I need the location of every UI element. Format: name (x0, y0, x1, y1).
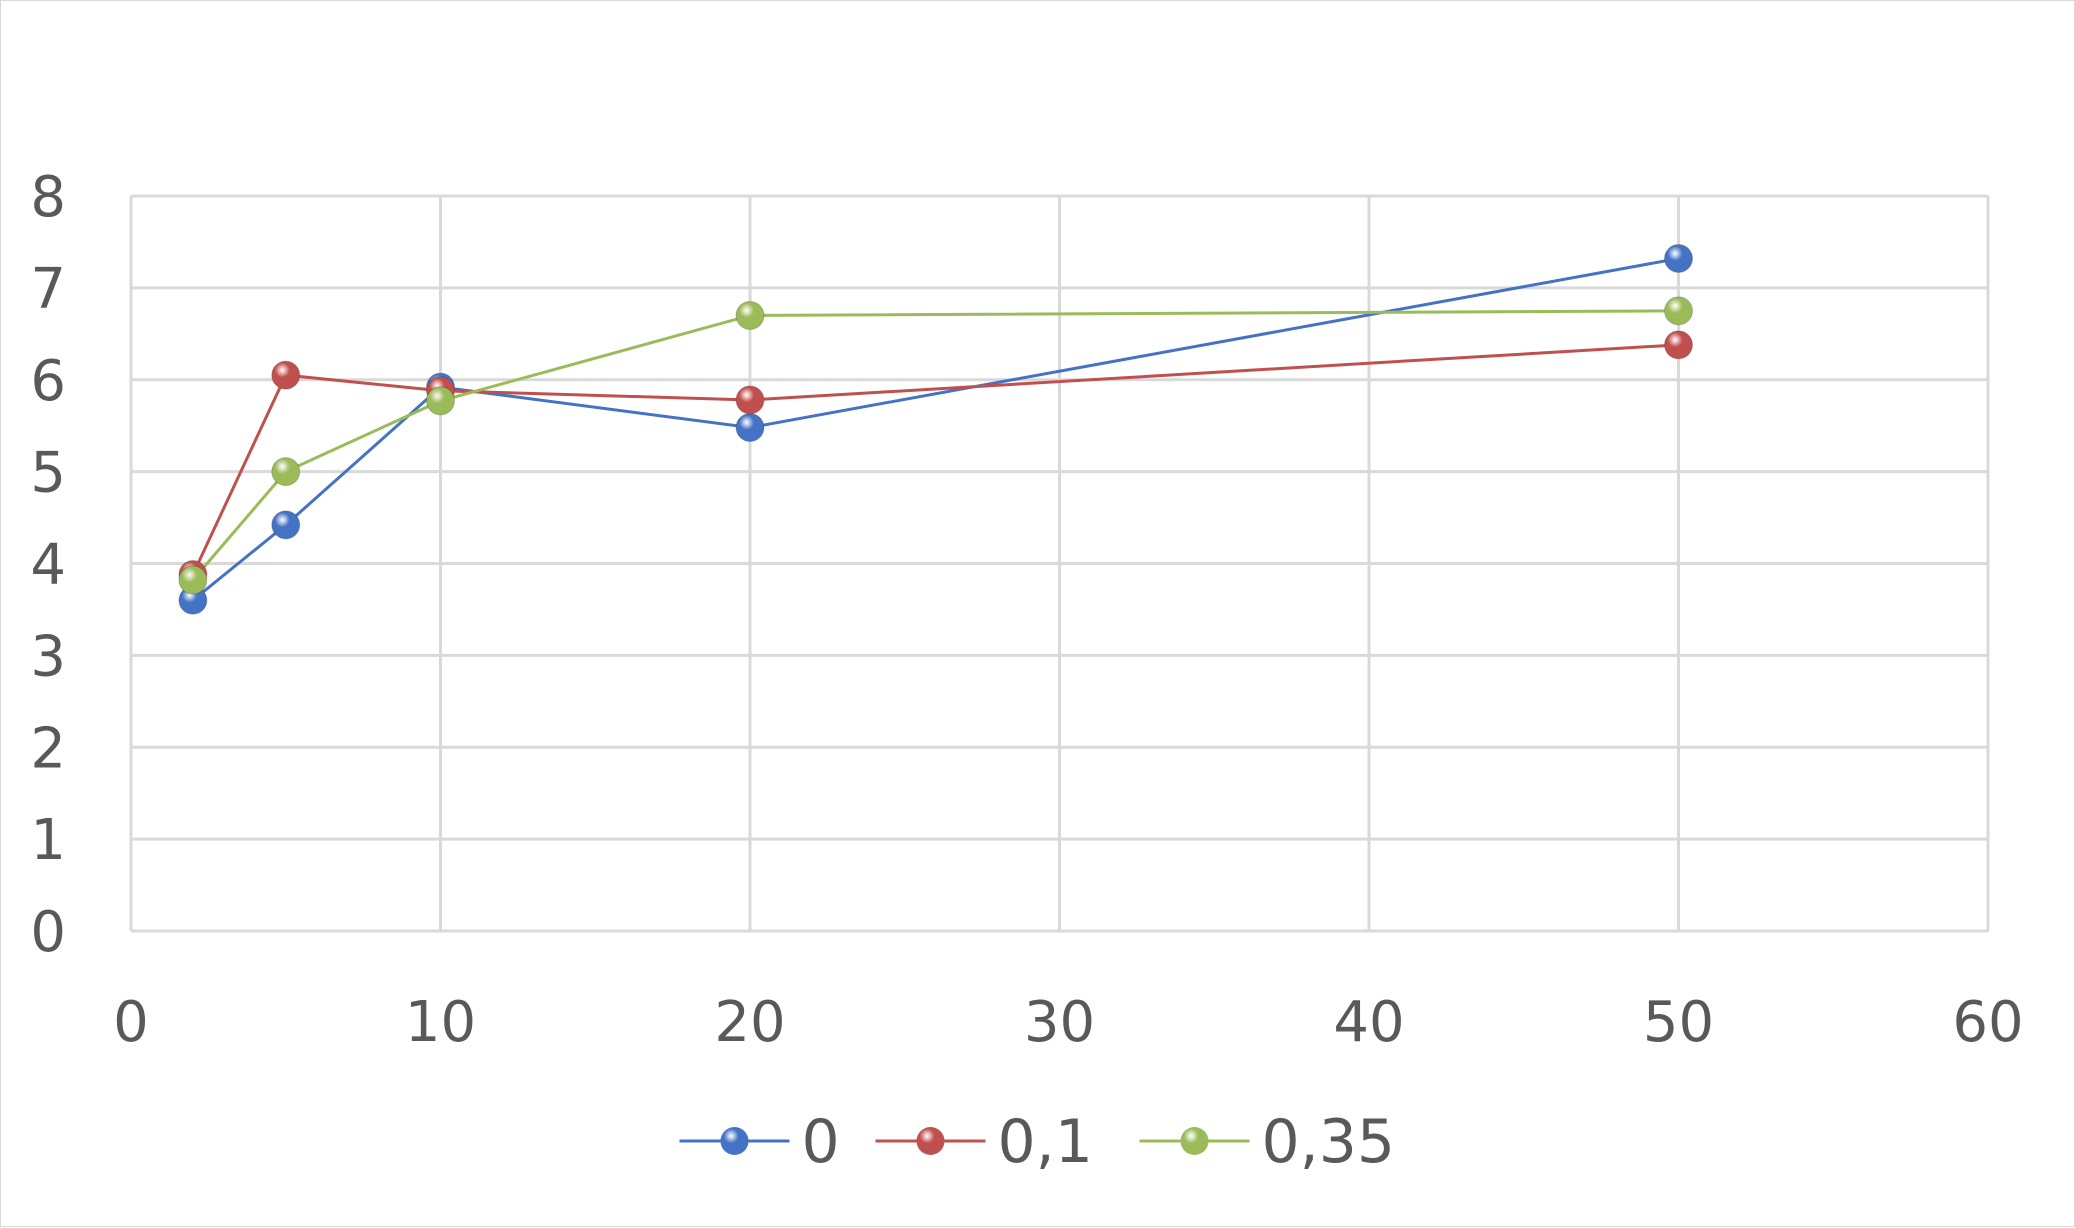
series-line (191, 256, 1679, 602)
x-axis-tick-labels: 0 10 20 30 40 50 60 (113, 990, 2023, 1055)
legend: 0 0,1 0,35 (679, 1107, 1396, 1177)
data-point (1664, 243, 1693, 273)
y-tick-label: 8 (30, 165, 66, 230)
gridlines (129, 194, 1990, 933)
y-tick-label: 3 (30, 624, 66, 689)
legend-item: 0,1 (875, 1107, 1093, 1177)
legend-label: 0,35 (1262, 1107, 1396, 1177)
y-tick-label: 6 (30, 349, 66, 414)
x-tick-label: 40 (1333, 990, 1404, 1055)
y-tick-label: 2 (30, 716, 66, 781)
y-tick-label: 1 (30, 808, 66, 873)
legend-marker (720, 1127, 749, 1155)
data-point (271, 360, 301, 390)
x-tick-label: 20 (714, 990, 785, 1055)
x-tick-label: 30 (1024, 990, 1095, 1055)
data-point (1664, 330, 1693, 360)
y-tick-label: 4 (30, 533, 66, 598)
series-points (178, 243, 1693, 615)
data-point (271, 510, 301, 540)
data-point (271, 457, 301, 487)
data-point (735, 385, 765, 415)
data-point (178, 565, 208, 595)
x-tick-label: 0 (113, 990, 149, 1055)
legend-item: 0 (679, 1107, 840, 1177)
data-point (426, 386, 455, 416)
series-lines (191, 256, 1679, 602)
legend-label: 0 (802, 1107, 840, 1177)
x-tick-label: 50 (1643, 990, 1714, 1055)
legend-marker (1180, 1127, 1209, 1155)
y-tick-label: 0 (30, 900, 66, 965)
x-tick-label: 10 (405, 990, 476, 1055)
y-axis-tick-labels: 0 1 2 3 4 5 6 7 8 (30, 165, 66, 965)
data-point (735, 413, 765, 443)
y-tick-label: 5 (30, 441, 66, 506)
legend-label: 0,1 (998, 1107, 1093, 1177)
data-point (1664, 296, 1693, 326)
legend-marker (916, 1127, 945, 1155)
x-tick-label: 60 (1952, 990, 2023, 1055)
y-tick-label: 7 (30, 257, 66, 322)
series-line (191, 309, 1679, 582)
data-point (735, 300, 765, 330)
legend-item: 0,35 (1139, 1107, 1396, 1177)
